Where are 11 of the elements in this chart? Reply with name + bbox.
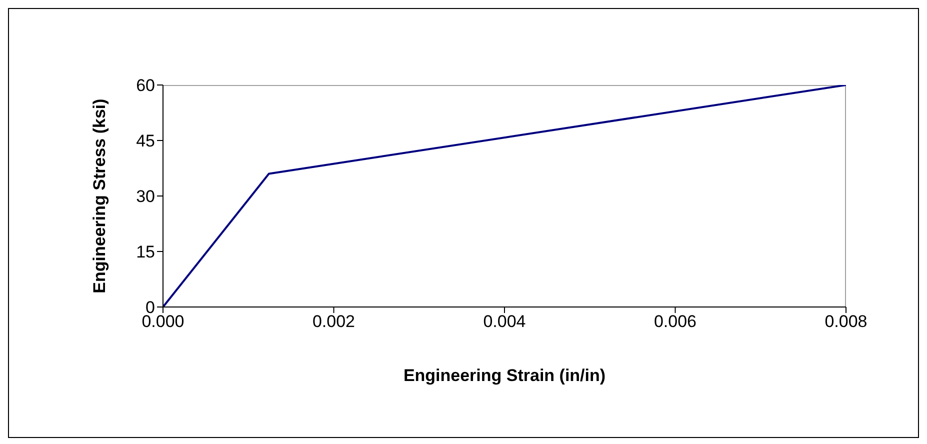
- y-tick-label: 60: [136, 76, 155, 96]
- x-axis-title: Engineering Strain (in/in): [403, 366, 606, 386]
- x-tick-label: 0.002: [312, 312, 356, 332]
- x-tick-label: 0.000: [142, 312, 184, 332]
- y-tick-label: 45: [136, 132, 155, 151]
- x-tick-label: 0.006: [654, 312, 697, 332]
- y-tick-label: 30: [136, 187, 155, 206]
- x-tick-label: 0.008: [824, 312, 868, 332]
- x-tick-label: 0.004: [483, 312, 526, 332]
- y-tick-label: 15: [136, 242, 155, 262]
- y-axis-title: Engineering Stress (ksi): [90, 98, 110, 294]
